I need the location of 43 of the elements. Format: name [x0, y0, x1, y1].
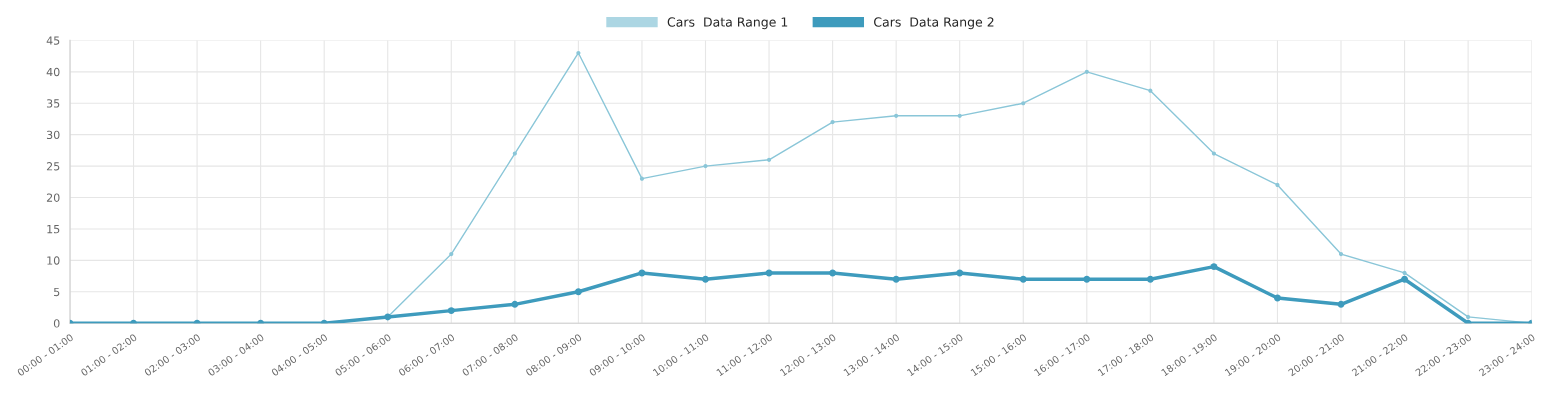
point	[1401, 275, 1409, 283]
point	[892, 275, 900, 283]
y-tick-label: 35	[46, 99, 60, 108]
y-tick-label: 15	[47, 225, 60, 234]
point	[1211, 151, 1216, 156]
point	[957, 113, 962, 118]
y-tick-label: 20	[46, 193, 60, 202]
point	[956, 269, 964, 277]
point	[1466, 314, 1471, 319]
point	[574, 288, 582, 296]
y-tick-label: 45	[46, 36, 60, 45]
legend-label: Cars Data Range 1	[667, 17, 788, 30]
point	[512, 151, 517, 156]
y-tick-label: 5	[54, 287, 60, 297]
point	[702, 275, 709, 283]
point	[1210, 263, 1218, 271]
point	[1338, 251, 1344, 257]
point	[639, 176, 645, 181]
point	[766, 157, 772, 162]
y-tick-label: 10	[47, 256, 60, 265]
point	[894, 113, 899, 118]
point	[703, 164, 708, 169]
point	[1084, 69, 1089, 74]
point	[1148, 88, 1153, 93]
y-tick-label: 40	[46, 67, 60, 77]
point	[1273, 294, 1281, 302]
y-tick-label: 0	[53, 319, 60, 328]
point	[447, 307, 455, 315]
legend-label: Cars Data Range 2	[874, 17, 994, 30]
point	[576, 50, 581, 56]
y-tick-label: 30	[46, 130, 60, 140]
point	[511, 300, 519, 308]
point	[830, 120, 835, 125]
y-tick-label: 25	[46, 162, 60, 171]
point	[829, 269, 837, 277]
point	[449, 251, 454, 257]
point	[1402, 270, 1407, 276]
point	[1275, 182, 1280, 188]
point	[1019, 275, 1027, 283]
point	[1083, 275, 1091, 283]
point	[1021, 101, 1026, 106]
point	[1337, 300, 1345, 308]
point	[1146, 275, 1154, 283]
